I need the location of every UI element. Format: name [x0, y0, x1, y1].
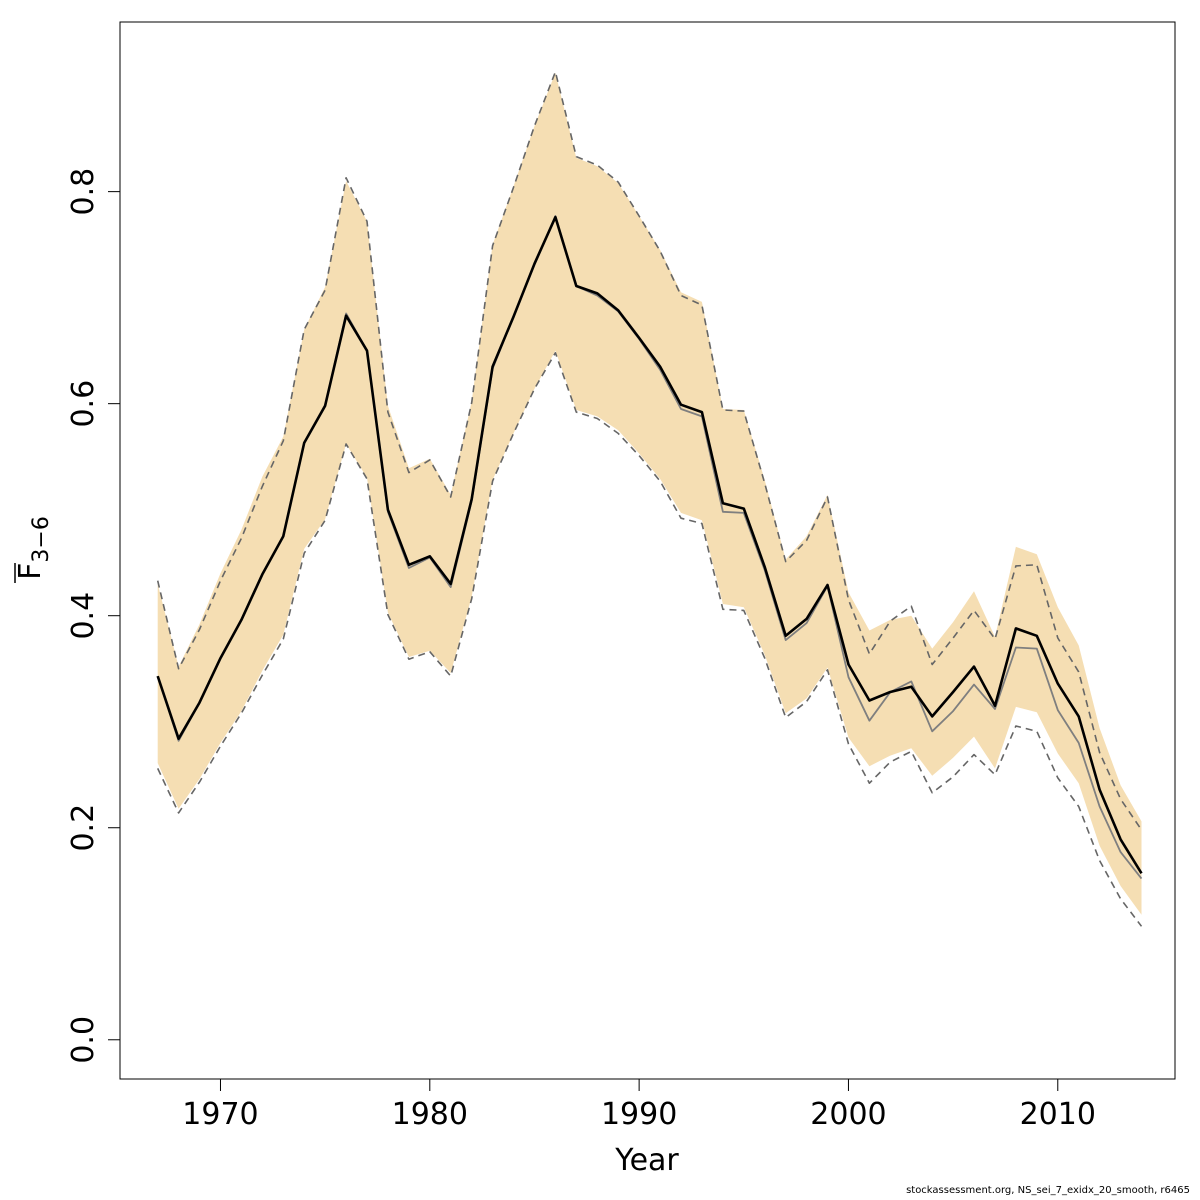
x-tick-label: 1970 — [182, 1097, 258, 1132]
lower-ci-dashed-line — [156, 351, 1143, 927]
y-axis-title-sub: 3−6 — [29, 516, 54, 562]
footer-note: stockassessment.org, NS_sei_7_exidx_20_s… — [906, 1185, 1190, 1196]
y-tick-label: 0.6 — [66, 380, 101, 428]
x-tick-label: 1980 — [392, 1097, 468, 1132]
y-axis-title: F3−6 — [13, 516, 54, 583]
y-tick-label: 0.8 — [66, 168, 101, 216]
confidence-band-layer — [157, 72, 1142, 915]
y-tick-label: 0.2 — [66, 804, 101, 852]
y-axis-title-main: F — [13, 563, 48, 580]
y-tick-label: 0.0 — [66, 1016, 101, 1064]
x-axis-title: Year — [614, 1143, 679, 1178]
plot-frame — [119, 21, 1176, 1080]
y-tick-label: 0.4 — [66, 592, 101, 640]
x-axis: 1970 1980 1990 2000 2010 — [182, 1079, 1096, 1132]
estimate-series-line — [156, 215, 1143, 874]
y-axis: 0.0 0.2 0.4 0.6 0.8 — [66, 168, 120, 1064]
x-tick-label: 2010 — [1020, 1097, 1096, 1132]
confidence-band — [157, 72, 1142, 915]
x-tick-label: 2000 — [810, 1097, 886, 1132]
series-line-layer — [156, 71, 1143, 927]
x-tick-label: 1990 — [601, 1097, 677, 1132]
upper-ci-dashed-line — [156, 71, 1143, 831]
svg-text:F3−6: F3−6 — [13, 516, 54, 580]
